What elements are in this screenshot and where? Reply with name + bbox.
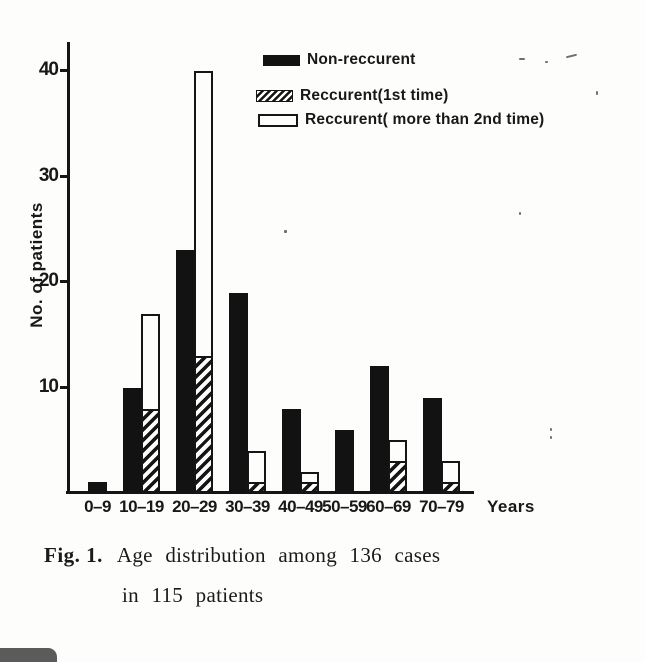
bar-reccurent-1st-3 [247, 482, 266, 493]
y-tick-label: 20 [38, 270, 59, 291]
y-tick-label: 40 [38, 59, 59, 80]
bar-non-reccurent-2 [176, 250, 195, 493]
bar-non-reccurent-0 [88, 482, 107, 493]
y-tick-mark [60, 280, 68, 283]
scan-speck [284, 230, 287, 233]
bar-non-reccurent-6 [370, 366, 389, 493]
x-tick-label-1: 10–19 [119, 497, 164, 516]
y-tick-mark [60, 174, 68, 178]
solid-black-swatch-icon [263, 54, 300, 66]
figure-number: Fig. 1. [44, 543, 103, 567]
y-axis-line [67, 42, 70, 494]
x-tick-label-5: 50–59 [322, 497, 367, 516]
y-tick-label: 10 [38, 375, 59, 397]
corner-tab-button[interactable] [0, 648, 57, 662]
bar-non-reccurent-7 [423, 398, 442, 493]
y-tick-mark [60, 385, 68, 389]
caption-line2: in 115 patients [122, 583, 264, 607]
bar-non-reccurent-1 [123, 387, 142, 493]
bar-non-reccurent-5 [335, 429, 354, 493]
figure-caption: Fig. 1. Age distribution among 136 cases … [44, 543, 564, 608]
legend-item-label: Reccurent( more than 2nd time) [305, 111, 545, 128]
legend-item-label: Reccurent(1st time) [300, 87, 449, 104]
scan-speck [550, 436, 552, 439]
hatched-swatch-icon [256, 90, 293, 102]
x-tick-label-6: 60–69 [366, 497, 411, 516]
white-outline-swatch-icon [258, 113, 298, 127]
bar-reccurent-1st-7 [441, 482, 460, 493]
legend-item-reccurent-2nd-plus: Reccurent( more than 2nd time) [258, 111, 544, 129]
x-tick-label-0: 0–9 [84, 497, 111, 516]
bar-non-reccurent-4 [282, 408, 301, 493]
x-tick-label-7: 70–79 [419, 497, 464, 516]
bar-non-reccurent-3 [229, 292, 248, 493]
bar-reccurent-1st-4 [300, 482, 319, 493]
legend-item-label: Non-reccurent [307, 51, 416, 68]
x-axis-unit-label: Years [487, 497, 535, 516]
scan-speck [519, 212, 521, 215]
x-tick-label-3: 30–39 [225, 497, 270, 516]
caption-line1: Age distribution among 136 cases [116, 543, 441, 567]
y-tick-mark [60, 69, 68, 72]
bar-reccurent-1st-1 [141, 408, 160, 493]
scan-speck [545, 61, 548, 63]
y-tick-label: 30 [38, 164, 59, 186]
bar-reccurent-1st-6 [388, 461, 407, 493]
bar-reccurent-1st-2 [194, 355, 213, 493]
scan-speck [596, 91, 598, 95]
x-tick-label-4: 40–49 [278, 497, 323, 516]
x-axis-line [66, 491, 474, 494]
scan-speck [550, 428, 552, 431]
legend-item-reccurent-1st: Reccurent(1st time) [256, 87, 449, 105]
y-axis-title: No. of patients [27, 202, 46, 328]
scan-speck [519, 58, 525, 60]
x-tick-label-2: 20–29 [172, 497, 217, 516]
legend-item-non-reccurent: Non-reccurent [263, 51, 416, 69]
